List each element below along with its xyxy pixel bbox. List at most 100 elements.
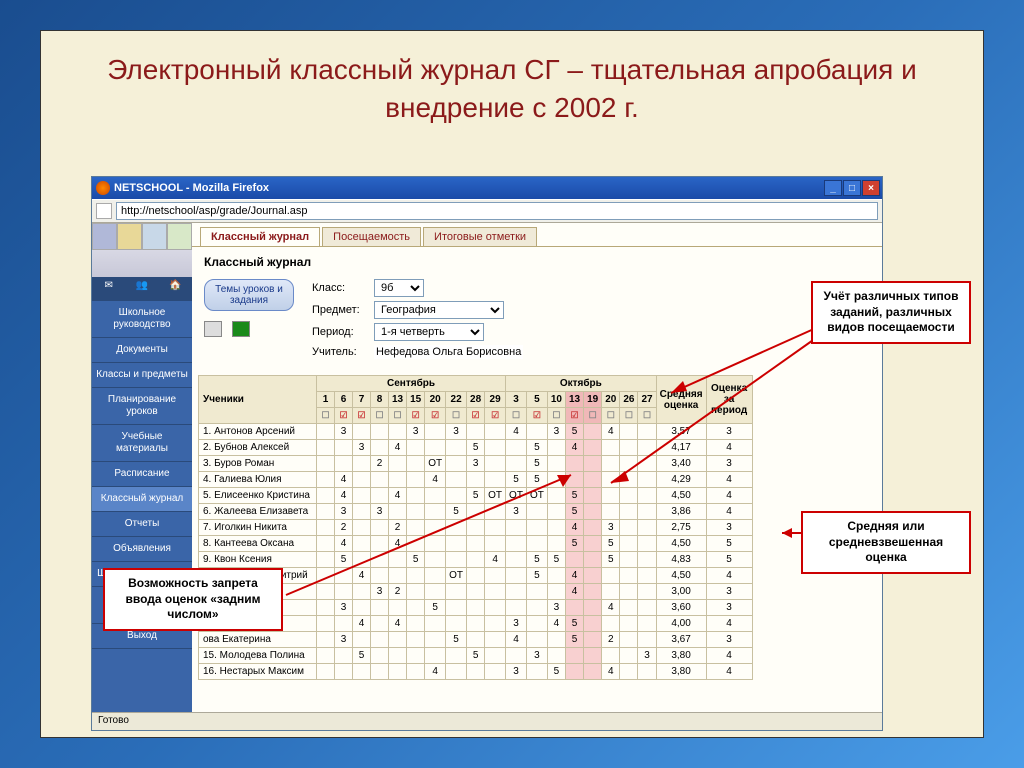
day-header[interactable]: 29: [485, 392, 506, 408]
day-header[interactable]: 13: [565, 392, 583, 408]
grade-cell[interactable]: 4: [506, 632, 527, 648]
tool-icon-3[interactable]: [142, 223, 167, 250]
grade-cell[interactable]: 5: [565, 616, 583, 632]
grade-cell[interactable]: [317, 616, 335, 632]
grade-cell[interactable]: [602, 616, 620, 632]
grade-cell[interactable]: [526, 664, 547, 680]
grade-cell[interactable]: 3: [407, 424, 425, 440]
grade-cell[interactable]: 5: [467, 648, 485, 664]
period-cell[interactable]: 4: [706, 504, 752, 520]
grade-cell[interactable]: [526, 632, 547, 648]
day-header[interactable]: 22: [446, 392, 467, 408]
url-input[interactable]: [116, 202, 878, 220]
grade-cell[interactable]: [584, 456, 602, 472]
grade-cell[interactable]: [602, 584, 620, 600]
grade-cell[interactable]: [638, 664, 656, 680]
grade-cell[interactable]: 3: [638, 648, 656, 664]
grade-cell[interactable]: [371, 424, 389, 440]
grade-cell[interactable]: [335, 616, 353, 632]
grade-cell[interactable]: [602, 504, 620, 520]
day-header[interactable]: 7: [353, 392, 371, 408]
period-cell[interactable]: 5: [706, 536, 752, 552]
grade-cell[interactable]: [317, 424, 335, 440]
check-cell[interactable]: [389, 408, 407, 424]
grade-cell[interactable]: [584, 568, 602, 584]
grade-cell[interactable]: [584, 504, 602, 520]
sidebar-item-8[interactable]: Объявления: [92, 537, 192, 562]
grade-cell[interactable]: 5: [565, 424, 583, 440]
grade-cell[interactable]: 2: [602, 632, 620, 648]
day-header[interactable]: 20: [425, 392, 446, 408]
period-cell[interactable]: 4: [706, 616, 752, 632]
grade-cell[interactable]: 4: [547, 616, 565, 632]
sidebar-item-6[interactable]: Классный журнал: [92, 487, 192, 512]
grade-cell[interactable]: 4: [565, 440, 583, 456]
period-cell[interactable]: 5: [706, 552, 752, 568]
grade-cell[interactable]: [407, 440, 425, 456]
grade-cell[interactable]: [638, 584, 656, 600]
check-cell[interactable]: [317, 408, 335, 424]
grade-cell[interactable]: [602, 648, 620, 664]
grade-cell[interactable]: [485, 664, 506, 680]
grade-cell[interactable]: [446, 664, 467, 680]
grade-cell[interactable]: [584, 440, 602, 456]
grade-cell[interactable]: 4: [602, 664, 620, 680]
sidebar-item-1[interactable]: Документы: [92, 338, 192, 363]
check-cell[interactable]: [425, 408, 446, 424]
tool-icon-2[interactable]: [117, 223, 142, 250]
grade-cell[interactable]: [353, 632, 371, 648]
grade-cell[interactable]: [565, 648, 583, 664]
period-cell[interactable]: 4: [706, 664, 752, 680]
print-icon[interactable]: [204, 321, 222, 337]
grade-cell[interactable]: 4: [389, 616, 407, 632]
tab-2[interactable]: Итоговые отметки: [423, 227, 537, 246]
grade-cell[interactable]: 5: [565, 632, 583, 648]
mail-icon[interactable]: ✉: [100, 280, 118, 298]
grade-cell[interactable]: [620, 504, 638, 520]
grade-cell[interactable]: [446, 616, 467, 632]
topics-button[interactable]: Темы уроков и задания: [204, 279, 294, 311]
grade-cell[interactable]: [584, 616, 602, 632]
grade-cell[interactable]: [620, 584, 638, 600]
grade-cell[interactable]: 5: [526, 440, 547, 456]
grade-cell[interactable]: [335, 440, 353, 456]
grade-cell[interactable]: [584, 664, 602, 680]
grade-cell[interactable]: [620, 616, 638, 632]
period-cell[interactable]: 3: [706, 520, 752, 536]
check-cell[interactable]: [506, 408, 527, 424]
tab-0[interactable]: Классный журнал: [200, 227, 320, 246]
grade-cell[interactable]: 3: [335, 632, 353, 648]
grade-cell[interactable]: [638, 632, 656, 648]
grade-cell[interactable]: [620, 568, 638, 584]
check-cell[interactable]: [407, 408, 425, 424]
class-select[interactable]: 9б: [374, 279, 424, 297]
grade-cell[interactable]: [389, 424, 407, 440]
tab-1[interactable]: Посещаемость: [322, 227, 421, 246]
check-cell[interactable]: [565, 408, 583, 424]
grade-cell[interactable]: 5: [547, 664, 565, 680]
grade-cell[interactable]: [620, 520, 638, 536]
grade-cell[interactable]: [335, 664, 353, 680]
grade-cell[interactable]: [584, 488, 602, 504]
day-header[interactable]: 19: [584, 392, 602, 408]
grade-cell[interactable]: 3: [335, 424, 353, 440]
grade-cell[interactable]: [620, 648, 638, 664]
grade-cell[interactable]: [467, 616, 485, 632]
grade-cell[interactable]: [371, 440, 389, 456]
grade-cell[interactable]: [638, 568, 656, 584]
grade-cell[interactable]: [353, 664, 371, 680]
grade-cell[interactable]: [602, 568, 620, 584]
grade-cell[interactable]: [467, 632, 485, 648]
grade-cell[interactable]: 5: [602, 552, 620, 568]
grade-cell[interactable]: [389, 648, 407, 664]
grade-cell[interactable]: 4: [506, 424, 527, 440]
sidebar-item-7[interactable]: Отчеты: [92, 512, 192, 537]
grade-cell[interactable]: [317, 440, 335, 456]
grade-cell[interactable]: 5: [446, 632, 467, 648]
grade-cell[interactable]: [353, 424, 371, 440]
grade-cell[interactable]: [638, 536, 656, 552]
period-cell[interactable]: 4: [706, 568, 752, 584]
check-cell[interactable]: [446, 408, 467, 424]
grade-cell[interactable]: [584, 424, 602, 440]
grade-cell[interactable]: [584, 600, 602, 616]
